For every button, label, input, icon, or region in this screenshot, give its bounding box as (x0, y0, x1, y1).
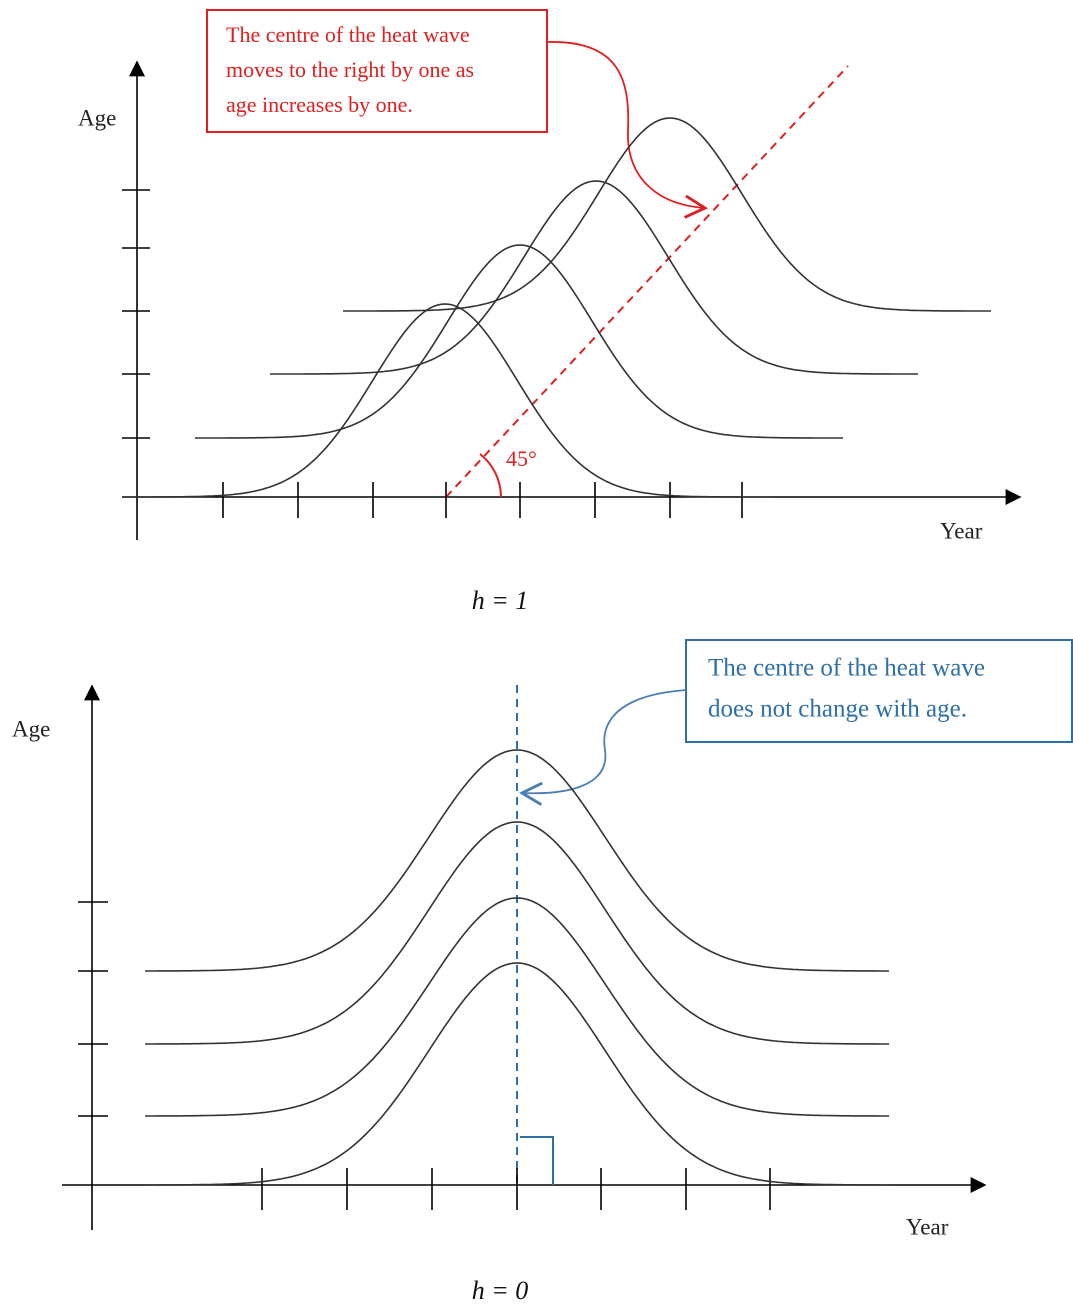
angle-label: 45° (506, 446, 537, 471)
x-axis-label: Year (906, 1214, 949, 1239)
annotation-arrow (546, 41, 709, 219)
wave-curve (270, 180, 918, 375)
caption: h = 0 (472, 1276, 529, 1305)
annotation-text: The centre of the heat wave (708, 655, 985, 682)
annotation-box (685, 639, 1073, 743)
wave-curve (145, 821, 889, 1045)
annotation-text: age increases by one. (226, 92, 413, 117)
wave-curve (122, 303, 770, 498)
wave-curve (343, 117, 991, 312)
annotation-text: The centre of the heat wave (226, 22, 470, 47)
center-line (445, 65, 849, 498)
wave-curve (145, 749, 889, 972)
wave-curve (145, 897, 889, 1117)
annotation-box (206, 9, 548, 133)
annotation-arrow (518, 689, 687, 806)
annotation-text: moves to the right by one as (226, 57, 474, 82)
x-axis-label: Year (940, 518, 983, 543)
wave-curve (145, 962, 889, 1186)
annotation-text: does not change with age. (708, 696, 967, 723)
wave-curve (195, 244, 843, 439)
y-axis-label: Age (78, 105, 116, 130)
y-axis-label: Age (12, 716, 50, 741)
caption: h = 1 (472, 586, 529, 615)
angle-arc (479, 453, 502, 498)
right-angle (520, 1136, 554, 1185)
